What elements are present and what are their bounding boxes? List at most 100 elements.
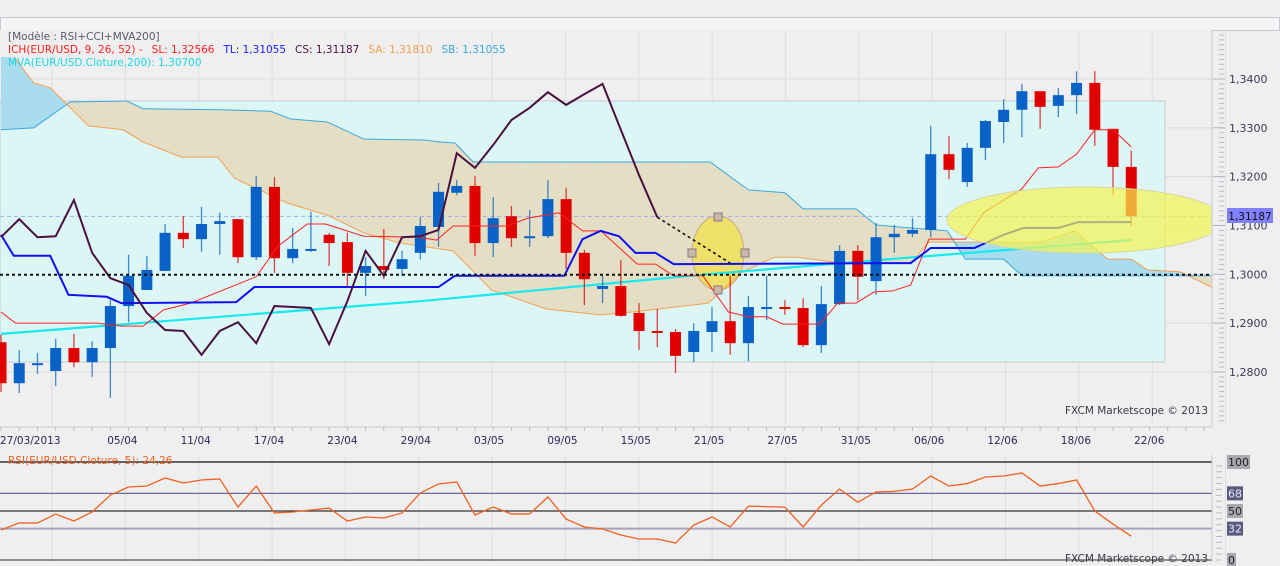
candle-body [1107,128,1119,167]
cloud-segment [789,196,795,258]
candle-body [815,304,827,346]
chikou-projection-line [656,216,731,264]
candle [414,217,426,260]
cloud-segment [1,57,6,130]
candle-body [50,348,62,372]
candle-body [487,218,499,244]
cloud-segment [807,208,813,260]
cloud-segment [142,108,148,144]
candle-body [524,236,536,239]
rsi-label: RSI(EUR/USD.Cloture, 5): 24,26 [8,455,173,467]
candle-body [943,154,955,170]
cloud-segment [78,101,84,121]
rsi-line [0,472,1132,544]
cloud-segment [178,109,184,158]
cloud-segment [780,192,786,258]
candle [433,183,445,247]
legend-mva: MVA(EUR/USD.Cloture,200): 1,30700 [8,57,211,70]
cloud-segment [379,139,385,239]
cloud-segment [14,58,20,129]
cloud-segment [356,135,362,232]
cloud-segment [420,139,426,247]
sb-value: SB: 1,31055 [441,44,506,56]
candle [797,298,809,348]
cloud-segment [137,106,143,142]
candle-body [1016,91,1028,110]
cloud-segment [51,88,56,116]
cloud-segment [803,208,808,259]
price-axis-label: 1,3200 [1229,171,1268,184]
candle-body [688,330,700,352]
cloud-segment [342,129,348,225]
candle-body [925,154,937,230]
rsi-level-badge [1227,553,1236,566]
candle [0,334,7,393]
time-axis-label: 05/04 [107,435,138,447]
time-axis-label: 23/04 [327,435,358,447]
time-axis-label: 29/04 [401,435,432,447]
cloud-segment [752,190,758,268]
candle [724,275,736,355]
candle [1071,71,1083,115]
cloud-segment [19,64,25,129]
cloud-segment [383,139,389,240]
candle-body [250,186,262,258]
cloud-segment [251,110,257,189]
cloud-segment [675,162,681,307]
rsi-plot-background [0,455,1212,563]
candle [542,180,554,239]
sl-value: SL: 1,32566 [151,44,215,56]
cloud-segment [680,162,685,307]
cloud-segment [133,104,139,139]
cloud-segment [215,109,221,160]
candle-body [706,321,718,332]
cloud-segment [297,119,303,208]
candle [177,216,189,248]
candle-body [323,234,335,244]
cloud-segment [315,121,321,214]
price-axis-label: 1,3300 [1229,122,1268,135]
cloud-segment [32,81,38,128]
legend-rsi: RSI(EUR/USD.Cloture, 5): 24,26 [8,455,181,468]
cloud-segment [853,208,859,264]
candle-body [159,232,171,271]
candle-body [86,348,98,363]
cloud-segment [980,242,986,260]
candle-body [724,321,736,344]
cloud-segment [92,101,98,127]
cloud-segment [274,112,280,200]
cloud-segment [629,162,635,313]
cloud-segment [279,114,284,202]
candle [396,250,408,276]
cloud-segment [406,139,412,245]
time-axis-label: 18/06 [1061,435,1092,447]
candle-body [870,237,882,282]
candle-body [469,185,481,244]
cloud-segment [798,204,804,258]
cloud-segment [602,162,608,315]
candle-body [742,307,754,344]
candle [86,341,98,377]
cloud-segment [456,144,462,260]
cloud-segment [247,110,252,187]
cloud-segment [748,189,754,270]
cloud-segment [1122,259,1128,276]
candle [214,212,226,255]
cloud-segment [757,190,763,266]
cloud-segment [169,109,175,155]
candle [560,187,572,269]
top-toolbar [0,0,1280,17]
cloud-segment [237,110,243,182]
ellipse-handle [713,285,723,295]
ellipse-handle [687,248,697,258]
cloud-segment [96,101,102,128]
cloud-segment [1208,275,1212,288]
sa-value: SA: 1,31810 [368,44,433,56]
cloud-segment [652,162,658,310]
rsi-level-label: 50 [1228,505,1242,518]
candle [834,245,846,306]
cloud-segment [775,192,781,258]
cloud-segment [374,139,380,238]
cloud-segment [917,228,922,256]
